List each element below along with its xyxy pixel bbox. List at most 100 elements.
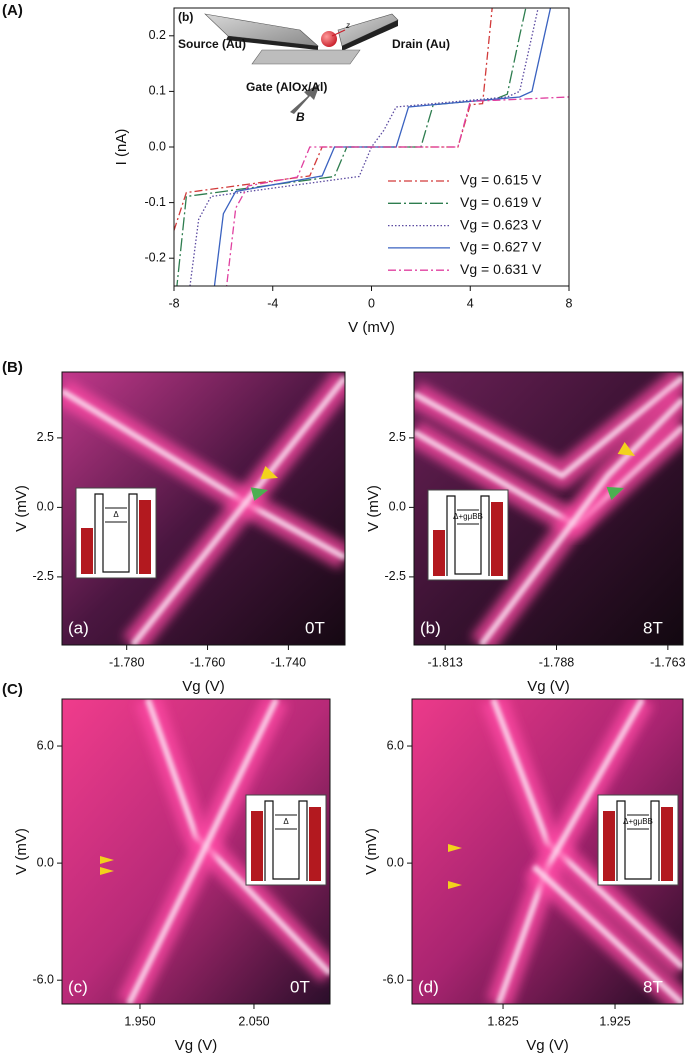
legend-label: Vg = 0.627 V — [460, 239, 542, 255]
y-tick-label: 0.0 — [149, 139, 166, 153]
lead — [309, 807, 321, 881]
x-tick-label: 2.050 — [238, 1014, 269, 1028]
electrode-edge — [226, 36, 318, 50]
x-axis-label: Vg (V) — [182, 678, 225, 695]
y-tick-label: 6.0 — [387, 738, 404, 752]
y-tick-label: -2.5 — [384, 569, 406, 583]
iv-curve — [189, 8, 539, 286]
lead — [603, 811, 615, 881]
x-tick-label: -1.780 — [109, 655, 144, 669]
marker-arrow — [250, 487, 268, 501]
panel-label: (b) — [178, 10, 193, 24]
panel-label: (d) — [418, 977, 439, 996]
lead — [251, 811, 263, 881]
ridge-core — [531, 864, 683, 1004]
barrier — [94, 493, 138, 574]
molecule — [321, 31, 337, 47]
x-axis-label: Vg (V) — [527, 678, 570, 695]
field-arrow — [290, 84, 320, 114]
level-label: Δ — [113, 510, 119, 519]
legend-label: Vg = 0.631 V — [460, 261, 542, 277]
level-label: Δ — [283, 817, 289, 826]
marker-arrow — [448, 844, 462, 852]
y-axis-label: V (mV) — [365, 485, 382, 532]
legend-label: Vg = 0.615 V — [460, 172, 542, 188]
ridge-core — [414, 375, 683, 479]
ridge-core — [144, 699, 330, 976]
ridge-core — [126, 699, 280, 1004]
x-tick-label: 8 — [566, 296, 573, 310]
x-tick-label: 4 — [467, 296, 474, 310]
x-axis-label: V (mV) — [348, 319, 395, 336]
z-axis — [331, 29, 346, 37]
plot-frame — [61, 371, 346, 646]
lead — [491, 502, 503, 576]
x-tick-label: -8 — [168, 296, 179, 310]
y-tick-label: 0.0 — [37, 500, 54, 514]
plot-frame — [413, 371, 684, 646]
lead — [661, 807, 673, 881]
barrier — [264, 800, 308, 881]
y-tick-label: 0.2 — [149, 28, 166, 42]
y-axis-label: V (mV) — [13, 828, 30, 875]
x-tick-label: -1.763 — [650, 655, 685, 669]
x-tick-label: -1.813 — [427, 655, 462, 669]
panel-label: (b) — [420, 618, 441, 637]
plot-frame — [411, 698, 684, 1005]
y-tick-label: -2.5 — [32, 569, 54, 583]
level-label: Δ+gμBB — [623, 817, 653, 826]
y-tick-label: 0.0 — [387, 855, 404, 869]
field-label: 8T — [643, 618, 663, 637]
marker-arrow — [260, 465, 278, 480]
y-tick-label: 0.1 — [149, 84, 166, 98]
barrier — [616, 800, 660, 881]
axis-label: z — [345, 21, 350, 30]
color-map — [62, 699, 330, 1004]
ridge-core — [130, 375, 345, 645]
level-label: Δ+gμBB — [453, 512, 483, 521]
schematic-label: Gate (AlOx/Al) — [246, 80, 327, 94]
x-axis-label: Vg (V) — [526, 1037, 569, 1054]
panel-label: (a) — [68, 618, 89, 637]
y-tick-label: 0.0 — [37, 855, 54, 869]
legend-label: Vg = 0.619 V — [460, 194, 542, 210]
level-diagram: Δ+gμBB — [597, 794, 679, 886]
y-tick-label: 0.0 — [389, 500, 406, 514]
marker-arrow — [617, 441, 635, 456]
ridge-core — [478, 397, 683, 645]
barrier — [446, 495, 490, 576]
level-diagram: Δ+gμBB — [427, 489, 509, 581]
field-label: 8T — [643, 977, 663, 996]
x-tick-label: -4 — [267, 296, 278, 310]
y-tick-label: -0.2 — [144, 250, 166, 264]
x-tick-label: 1.825 — [487, 1014, 518, 1028]
y-axis-label: V (mV) — [13, 485, 30, 532]
level-diagram: Δ — [245, 794, 327, 886]
field-label: 0T — [290, 977, 310, 996]
y-axis-label: V (mV) — [363, 828, 380, 875]
schematic-label: Source (Au) — [178, 37, 246, 51]
y-axis-label: I (nA) — [113, 129, 130, 166]
lead — [81, 528, 93, 574]
marker-arrow — [448, 881, 462, 889]
legend-label: Vg = 0.623 V — [460, 216, 542, 232]
section-label: (B) — [2, 359, 23, 376]
electrode-edge — [342, 20, 398, 51]
y-tick-label: -6.0 — [32, 972, 54, 986]
marker-arrow — [100, 856, 114, 864]
field-label: 0T — [305, 618, 325, 637]
marker-arrow — [606, 486, 624, 501]
marker-arrow — [100, 867, 114, 875]
y-tick-label: -0.1 — [144, 195, 166, 209]
y-tick-label: 6.0 — [37, 738, 54, 752]
x-tick-label: -1.760 — [190, 655, 225, 669]
x-tick-label: 0 — [368, 296, 375, 310]
x-tick-label: -1.740 — [271, 655, 306, 669]
schematic-label: Drain (Au) — [392, 37, 450, 51]
panel-label: (c) — [68, 977, 88, 996]
x-tick-label: 1.925 — [599, 1014, 630, 1028]
level-diagram: Δ — [75, 487, 157, 579]
section-label: (A) — [2, 2, 23, 19]
section-label: (C) — [2, 681, 23, 698]
